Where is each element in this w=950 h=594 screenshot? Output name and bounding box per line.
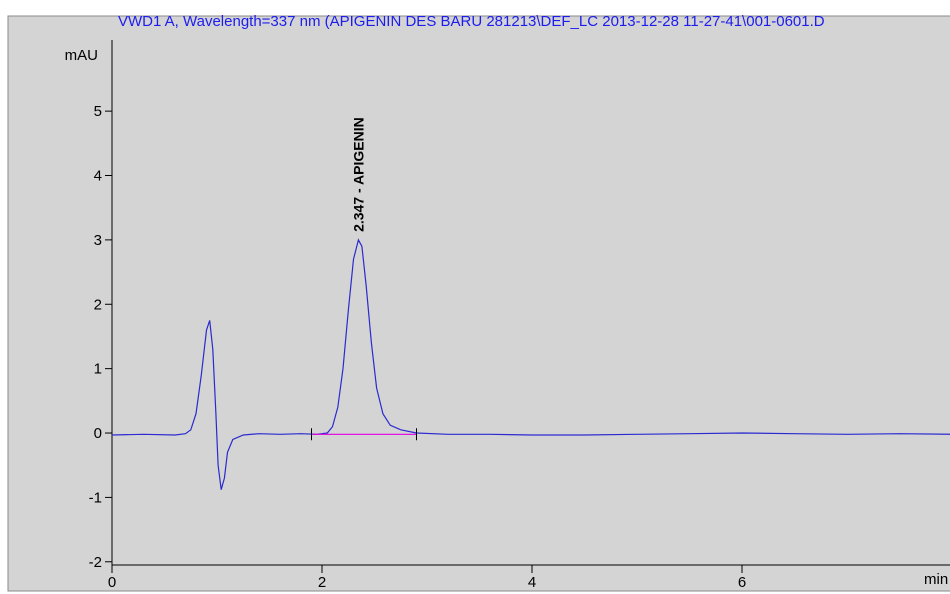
trace bbox=[111, 238, 950, 490]
x-axis-label: min bbox=[924, 571, 948, 588]
y-tick-label: 2 bbox=[94, 296, 102, 313]
plot-frame bbox=[7, 15, 950, 592]
y-tick-label: 3 bbox=[94, 232, 102, 249]
x-tick-label: 6 bbox=[738, 574, 746, 591]
y-tick-label: -1 bbox=[89, 489, 102, 506]
y-tick-label: 5 bbox=[94, 103, 102, 120]
y-tick-label: -2 bbox=[89, 554, 102, 571]
x-tick-label: 2 bbox=[318, 574, 326, 591]
y-axis-label: mAU bbox=[65, 47, 98, 64]
y-tick-label: 1 bbox=[94, 361, 102, 378]
x-tick-label: 0 bbox=[108, 574, 116, 591]
chart-title: VWD1 A, Wavelength=337 nm (APIGENIN DES … bbox=[118, 13, 825, 30]
x-tick-label: 4 bbox=[528, 574, 536, 591]
y-tick-label: 0 bbox=[94, 425, 102, 442]
y-tick-label: 4 bbox=[94, 168, 102, 185]
peak-label: 2.347 - APIGENIN bbox=[350, 117, 366, 232]
